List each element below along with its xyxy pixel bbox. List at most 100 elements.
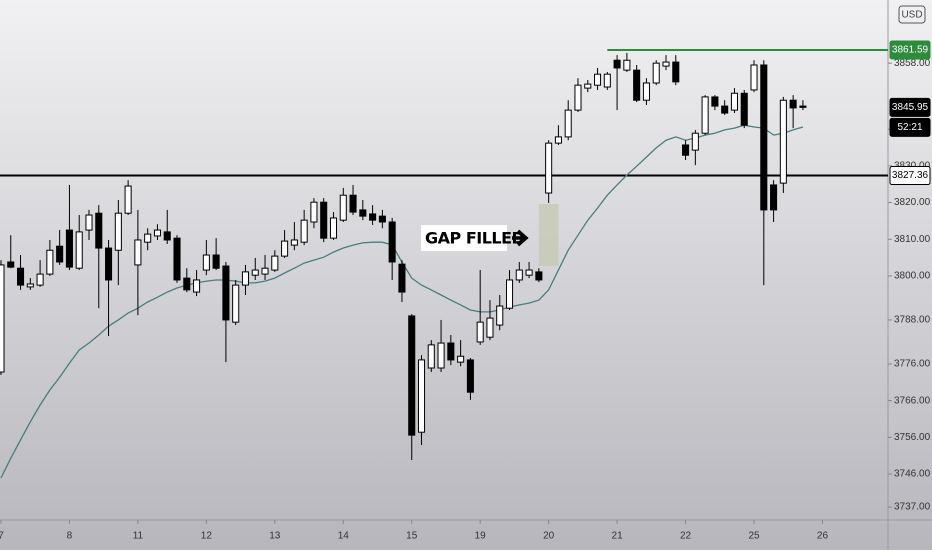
candle-body	[56, 245, 64, 263]
y-tick-label: 3788.00	[894, 315, 931, 326]
candle-body	[554, 136, 562, 144]
x-tick-label: 19	[475, 531, 487, 542]
candle-body	[417, 359, 426, 433]
candle-body	[447, 342, 455, 361]
axes: 3858.003840.003830.003820.003810.003800.…	[0, 5, 931, 542]
candle-body	[124, 185, 132, 214]
candle-body	[564, 109, 572, 138]
x-tick-label: 25	[748, 531, 760, 542]
candle-body	[711, 96, 719, 107]
candle-body	[329, 217, 338, 239]
candle-body	[290, 239, 298, 246]
candle-body	[36, 273, 44, 286]
candle-body	[701, 96, 709, 134]
candle-body	[173, 237, 181, 281]
annotation: GAP FILLED	[425, 229, 525, 248]
candle-body	[750, 64, 758, 91]
y-tick-label: 3776.00	[894, 359, 931, 370]
candle-body	[574, 84, 582, 111]
candle-body	[0, 264, 5, 373]
candle-body	[770, 184, 778, 211]
y-tick-label: 3858.00	[894, 58, 931, 69]
candle-body	[779, 99, 787, 184]
candle-body	[310, 201, 318, 223]
x-tick-label: 11	[133, 531, 144, 542]
candle-body	[799, 105, 807, 108]
candle-body	[232, 284, 240, 323]
candle-body	[349, 194, 357, 213]
currency: USD	[901, 10, 922, 21]
candle-body	[603, 73, 611, 88]
candle-body	[251, 269, 259, 276]
x-tick-label: 12	[201, 531, 213, 542]
candle-body	[672, 61, 680, 83]
candle-body	[388, 221, 396, 263]
candle-body	[613, 59, 621, 69]
candle-body	[46, 249, 54, 275]
currency-box	[898, 5, 926, 24]
candle-body	[183, 277, 191, 291]
candle-body	[65, 229, 73, 268]
candle-body	[369, 213, 377, 221]
candle-body	[496, 305, 504, 326]
x-tick-label: 14	[338, 531, 350, 542]
annotation-arrow	[512, 229, 529, 247]
last-price-box	[889, 97, 931, 117]
x-tick-label: 8	[67, 531, 73, 542]
candle-body	[466, 359, 474, 393]
x-tick-label: 26	[817, 531, 829, 542]
candle-body	[789, 99, 797, 109]
candle-body	[740, 92, 748, 126]
candle-body	[271, 255, 279, 271]
candle-body	[163, 231, 171, 241]
candle-body	[682, 144, 690, 156]
candle-body	[378, 215, 386, 223]
candle-body	[193, 279, 201, 293]
x-tick-label: 21	[612, 531, 624, 542]
candle-body	[202, 254, 210, 271]
y-tick-label: 3746.00	[894, 469, 931, 480]
last-price: 3845.95	[892, 102, 929, 113]
annotation-box	[421, 225, 507, 251]
level-label: 3861.59	[892, 45, 929, 56]
y-tick-label: 3737.00	[894, 502, 931, 513]
candle-body	[95, 212, 103, 249]
y-tick-label: 3830.00	[894, 161, 931, 172]
candle-body	[594, 73, 602, 86]
candle-body	[515, 269, 523, 281]
candle-body	[691, 132, 699, 151]
candle-body	[652, 62, 660, 84]
candle-body	[398, 263, 406, 293]
candle-body	[339, 194, 347, 221]
candle-body	[408, 315, 416, 436]
candle-body	[212, 254, 220, 269]
candle-body	[153, 229, 161, 237]
x-tick-label: 20	[543, 531, 555, 542]
candle-body	[730, 92, 738, 111]
candle-body	[144, 233, 152, 243]
plot-area	[0, 48, 888, 479]
candle-body	[7, 261, 15, 268]
level-label-box	[889, 40, 931, 60]
countdown-box	[889, 117, 931, 137]
candle-body	[633, 69, 641, 101]
candle-body	[320, 201, 328, 239]
candle-body	[359, 209, 367, 217]
candle-body	[26, 283, 34, 288]
candle-body	[134, 239, 142, 266]
candle-body	[222, 265, 230, 321]
x-tick-label: 15	[406, 531, 418, 542]
candle-body	[584, 83, 592, 89]
x-tick-label: 7	[0, 531, 4, 542]
candle-body	[261, 267, 269, 275]
candle-body	[545, 142, 553, 194]
candle-body	[535, 271, 543, 281]
x-tick-label: 13	[269, 531, 281, 542]
candle-body	[241, 271, 250, 286]
candle-body	[300, 219, 308, 243]
candle-body	[437, 342, 445, 369]
y-tick-label: 3800.00	[894, 271, 931, 282]
gap-zone	[538, 204, 559, 267]
